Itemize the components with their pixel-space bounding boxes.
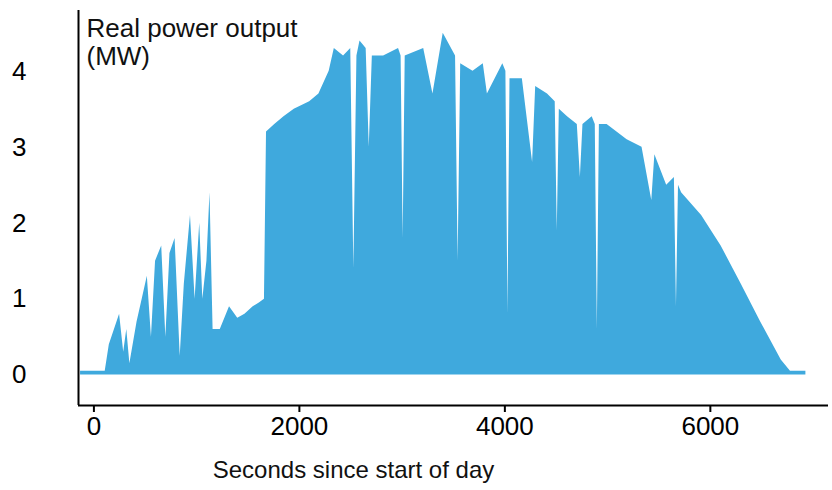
svg-text:0: 0 <box>12 359 26 389</box>
svg-text:2: 2 <box>12 208 26 238</box>
svg-text:6000: 6000 <box>681 411 739 441</box>
svg-text:4: 4 <box>12 56 26 86</box>
svg-text:1: 1 <box>12 283 26 313</box>
svg-text:Seconds since start of day: Seconds since start of day <box>213 456 494 483</box>
svg-text:3: 3 <box>12 132 26 162</box>
svg-text:0: 0 <box>87 411 101 441</box>
svg-text:4000: 4000 <box>476 411 534 441</box>
svg-text:Real power output(MW): Real power output(MW) <box>87 13 299 72</box>
svg-text:2000: 2000 <box>270 411 328 441</box>
